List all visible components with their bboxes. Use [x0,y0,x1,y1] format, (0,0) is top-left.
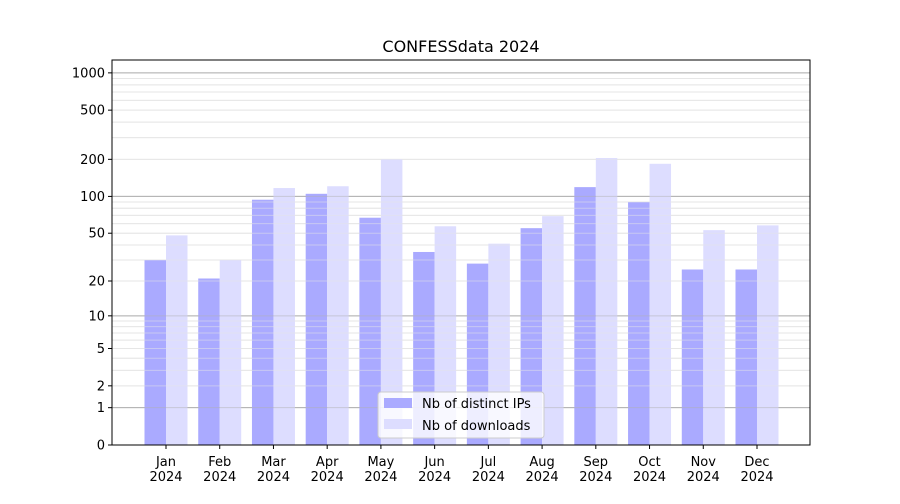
bar-distinct-ips [359,217,381,445]
x-tick-label: Jan 2024 [149,455,182,485]
y-tick-label: 200 [80,153,105,168]
x-tick-label: Jun 2024 [418,455,451,485]
x-tick-label: Sep 2024 [579,455,612,485]
bar-downloads [757,225,779,445]
legend-label-downloads: Nb of downloads [422,419,531,434]
x-tick-label: Aug 2024 [526,455,559,485]
y-tick-label: 5 [97,342,105,357]
x-tick-label: May 2024 [364,455,397,485]
legend: Nb of distinct IPs Nb of downloads [377,391,545,439]
bar-downloads [380,159,403,445]
legend-swatch-ips [384,398,412,408]
x-tick-label: Mar 2024 [257,455,290,485]
y-tick-label: 20 [88,275,105,290]
bar-downloads [649,163,672,445]
bar-downloads [542,216,564,445]
y-tick-label: 50 [88,227,105,242]
bar-downloads [273,188,295,445]
x-tick-label: Dec 2024 [740,455,773,485]
y-tick-label: 100 [80,190,105,205]
x-tick-label: Apr 2024 [311,455,344,485]
y-tick-label: 1 [97,401,105,416]
gridlines-overlay [112,72,810,409]
y-tick-label: 10 [88,309,105,324]
bar-downloads [703,230,725,445]
legend-box [377,391,545,439]
plot-frame [111,59,811,446]
x-tick-label: Jul 2024 [472,455,505,485]
y-tick-label: 500 [80,104,105,119]
x-tick-label: Oct 2024 [633,455,666,485]
y-axis: 0 1 2 5 10 20 50 100 200 500 1000 [72,66,112,454]
x-tick-label: Feb 2024 [203,455,236,485]
y-tick-label: 0 [97,439,105,454]
bar-distinct-ips [681,269,704,445]
bar-distinct-ips [628,202,650,445]
legend-swatch-downloads [384,419,412,429]
bar-distinct-ips [144,260,166,445]
y-tick-label: 1000 [72,66,105,81]
chart-title: CONFESSdata 2024 [382,37,539,56]
x-axis: Jan 2024 Feb 2024 Mar 2024 Apr 2024 May 2024 Jun 20… [149,445,774,485]
bar-distinct-ips [251,199,274,445]
legend-label-ips: Nb of distinct IPs [422,397,531,412]
bar-distinct-ips [305,193,328,445]
bar-downloads [219,260,242,445]
y-tick-label: 2 [97,379,105,394]
bar-distinct-ips [198,278,220,445]
bar-distinct-ips [520,228,543,445]
x-tick-label: Nov 2024 [687,455,720,485]
bar-downloads [595,158,618,445]
bar-distinct-ips [735,269,757,445]
